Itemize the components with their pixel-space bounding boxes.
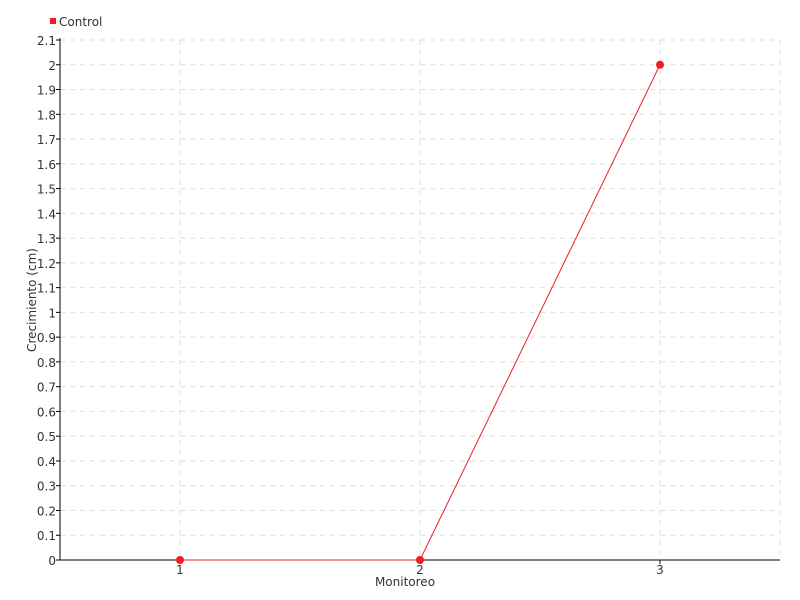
y-tick-label: 1.5: [37, 183, 56, 197]
x-tick-label: 1: [176, 563, 184, 577]
grid: [60, 39, 781, 560]
y-tick-label: 0.3: [37, 480, 56, 494]
y-tick-label: 0.5: [37, 430, 56, 444]
y-tick-label: 2.1: [37, 34, 56, 48]
y-tick-label: 1.3: [37, 232, 56, 246]
x-tick-label: 3: [656, 563, 664, 577]
y-tick-label: 1.9: [37, 84, 56, 98]
data-point: [176, 556, 184, 564]
y-tick-label: 1.4: [37, 207, 56, 221]
y-tick-label: 1: [48, 306, 56, 320]
y-tick-label: 1.2: [37, 257, 56, 271]
y-axis-label: Crecimiento (cm): [25, 248, 39, 352]
y-tick-label: 0.6: [37, 405, 56, 419]
legend-swatch: [50, 18, 56, 24]
y-tick-label: 1.8: [37, 108, 56, 122]
y-tick-label: 0.9: [37, 331, 56, 345]
y-tick-label: 1.7: [37, 133, 56, 147]
y-tick-label: 0: [48, 554, 56, 568]
x-tick-label: 2: [416, 563, 424, 577]
legend-label-control[interactable]: Control: [59, 15, 102, 29]
y-tick-label: 0.7: [37, 381, 56, 395]
data-point: [656, 60, 664, 69]
y-tick-label: 2: [48, 59, 56, 73]
y-tick-label: 0.8: [37, 356, 56, 370]
series: [176, 60, 664, 564]
y-tick-label: 1.6: [37, 158, 56, 172]
y-tick-label: 0.1: [37, 529, 56, 543]
y-tick-label: 0.4: [37, 455, 56, 469]
x-axis-label: Monitoreo: [375, 575, 435, 589]
y-tick-label: 1.1: [37, 282, 56, 296]
data-point: [416, 556, 424, 564]
y-tick-label: 0.2: [37, 504, 56, 518]
axes: 0 0.1 0.2 0.3 0.4 0.5 0.6 0.7 0.8 0.9 1 1.1 1.2 1.3 1.…: [37, 34, 780, 577]
